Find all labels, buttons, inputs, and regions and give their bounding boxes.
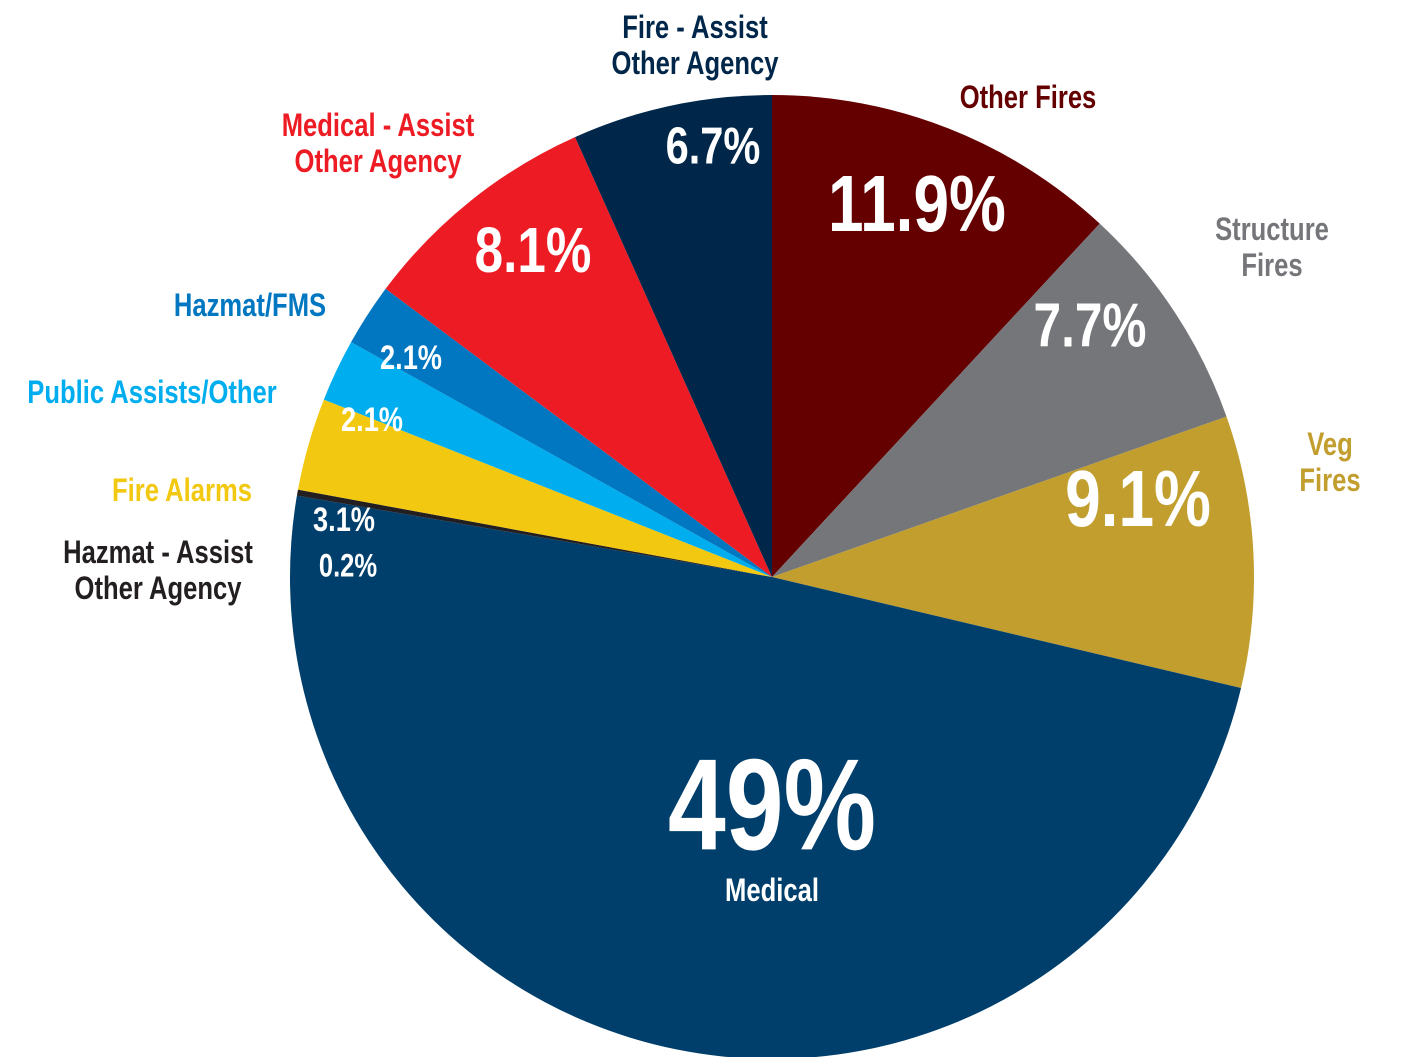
value-label: 3.1% — [313, 500, 375, 539]
pie-slice — [772, 416, 1254, 689]
value-label: 8.1% — [475, 216, 592, 287]
pie-slice — [385, 137, 772, 578]
pie-slice — [772, 95, 1100, 577]
category-label: Medical — [725, 872, 819, 908]
category-label: Fire Alarms — [112, 472, 252, 508]
category-label: Medical - Assist Other Agency — [281, 107, 475, 179]
category-label: Other Fires — [959, 79, 1097, 115]
category-label: Structure Fires — [1215, 211, 1329, 283]
pie-slice — [351, 288, 772, 577]
category-label: Fire - Assist Other Agency — [611, 9, 779, 81]
category-label: Hazmat/FMS — [173, 287, 327, 323]
value-label: 2.1% — [380, 338, 442, 377]
category-label: Public Assists/Other — [27, 374, 277, 410]
category-label: Hazmat - Assist Other Agency — [63, 534, 253, 606]
pie-slice — [297, 399, 772, 577]
value-label: 49% — [668, 731, 876, 877]
category-label: Veg Fires — [1299, 426, 1361, 498]
value-label: 11.9% — [828, 159, 1006, 248]
value-label: 6.7% — [666, 116, 761, 175]
value-label: 2.1% — [341, 400, 403, 439]
pie-slice — [575, 95, 772, 577]
value-label: 9.1% — [1065, 454, 1211, 543]
pie-slice — [290, 495, 1242, 1057]
pie-slice — [772, 223, 1227, 577]
value-label: 7.7% — [1033, 290, 1146, 360]
pie-slice — [323, 342, 772, 577]
value-label: 0.2% — [319, 549, 377, 584]
pie-slice — [296, 489, 772, 577]
